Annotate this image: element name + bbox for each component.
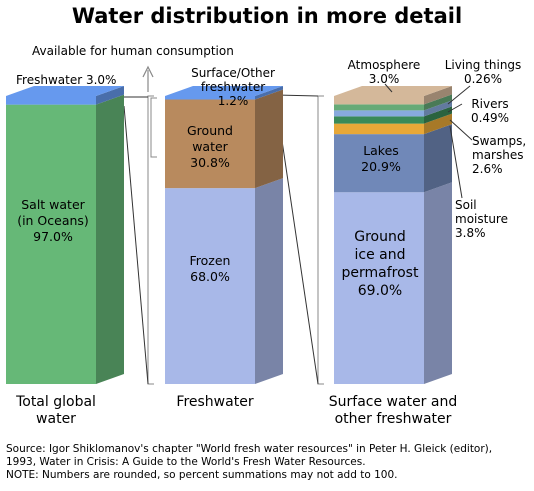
x-label-total: Total global water [16,394,96,427]
availability-bracket [150,97,157,158]
bar3-swamps-front [334,116,424,124]
bar3-ice-side [424,182,452,384]
bar1-salt-side [96,94,124,384]
footer-note: NOTE: Numbers are rounded, so percent su… [6,469,398,481]
x-label-surface: Surface water and other freshwater [328,394,458,427]
bar3-atmosphere-front [334,96,424,105]
bar1-freshwater-front [6,96,96,105]
bar3-soil-side [424,113,452,135]
bar2-ground-side [255,89,283,189]
source-line-1: Source: Igor Shiklomanov's chapter "Worl… [6,443,493,455]
bar2-frozen-front [165,188,255,384]
footer: Source: Igor Shiklomanov's chapter "Worl… [6,443,530,482]
label-freshwater: Freshwater 3.0% [16,73,117,87]
leader-lines [384,83,473,199]
leader-swamps [449,119,473,141]
bar3-swamps-side [424,106,452,124]
surface-bracket [317,95,324,385]
freshwater-bracket [147,95,154,385]
bar3-living-front [334,104,424,111]
label-swamps: Swamps, marshes 2.6% [472,134,527,176]
label-atmosphere: Atmosphere 3.0% [347,58,421,86]
bar3-top [334,86,452,96]
leader-rivers [447,103,463,113]
bar2-ground-front [165,99,255,189]
connector-total-bottom [123,105,149,385]
bar3-rivers-front [334,110,424,117]
bar2-frozen-side [255,178,283,384]
bar3-soil-front [334,123,424,135]
available-note: Available for human consumption [32,44,234,58]
label-living-things: Living things 0.26% [444,58,522,86]
bar3-atmosphere-side [424,86,452,105]
bar2-surface-side [255,86,283,100]
label-rivers: Rivers 0.49% [470,97,510,125]
leader-soil [449,125,463,199]
bar3-lakes-front [334,134,424,193]
bar2-top [165,86,283,96]
bar3-living-side [424,94,452,111]
label-lakes: Lakes 20.9% [361,143,401,174]
bar1-salt-front [6,104,96,384]
bar2-surface-front [165,96,255,100]
label-salt-water: Salt water (in Oceans) 97.0% [17,197,89,244]
label-surface-other: Surface/Other freshwater 1.2% [191,66,275,108]
x-label-freshwater: Freshwater [176,394,254,410]
bars-group [6,86,452,384]
availability-arrow-head [142,65,154,78]
label-soil-moisture: Soil moisture 3.8% [455,198,508,240]
bar1-top [6,86,124,96]
chart-title: Water distribution in more detail [71,4,463,28]
source-line-2: 1993, Water in Crisis: A Guide to the Wo… [6,456,366,468]
leader-living [447,85,471,105]
label-ground-ice: Ground ice and permafrost 69.0% [341,229,419,299]
bar3-rivers-side [424,100,452,117]
bar3-ice-front [334,192,424,384]
label-ground-water: Ground water 30.8% [187,123,233,170]
label-frozen: Frozen 68.0% [189,253,231,284]
bar1-freshwater-side [96,86,124,105]
bar3-lakes-side [424,124,452,193]
leader-atmosphere [384,83,393,93]
